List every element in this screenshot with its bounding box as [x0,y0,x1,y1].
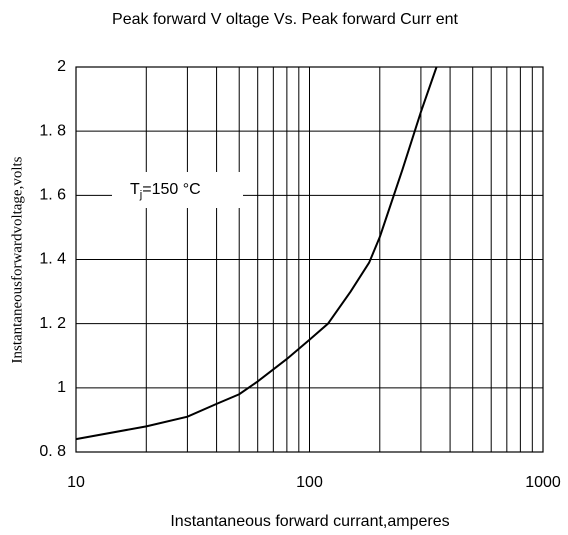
data-line [75,66,438,441]
x-tick-label: 1000 [525,474,561,491]
annotation: Tj=150 °C [130,181,201,201]
x-tick-label: 100 [296,474,323,491]
y-axis-label: Instantaneousforwardvoltage,volts [9,156,25,363]
y-tick-label: 1. 6 [39,187,66,204]
y-tick-label: 1 [57,379,66,396]
annotation-base: T [130,181,140,198]
annotation-box [112,172,243,208]
y-tick-label: 2 [57,58,66,75]
plot-frame [75,66,544,453]
y-tick-label: 1. 4 [39,251,66,268]
y-tick-label: 1. 2 [39,315,66,332]
y-tick-label: 1. 8 [39,122,66,139]
x-tick-label: 10 [67,474,85,491]
x-axis-label: Instantaneous forward currant,amperes [170,513,449,530]
chart-title: Peak forward V oltage Vs. Peak forward C… [112,11,458,28]
y-tick-label: 0. 8 [39,443,66,460]
annotation-subscript: j [139,189,142,201]
annotation-text: =150 °C [142,181,200,198]
